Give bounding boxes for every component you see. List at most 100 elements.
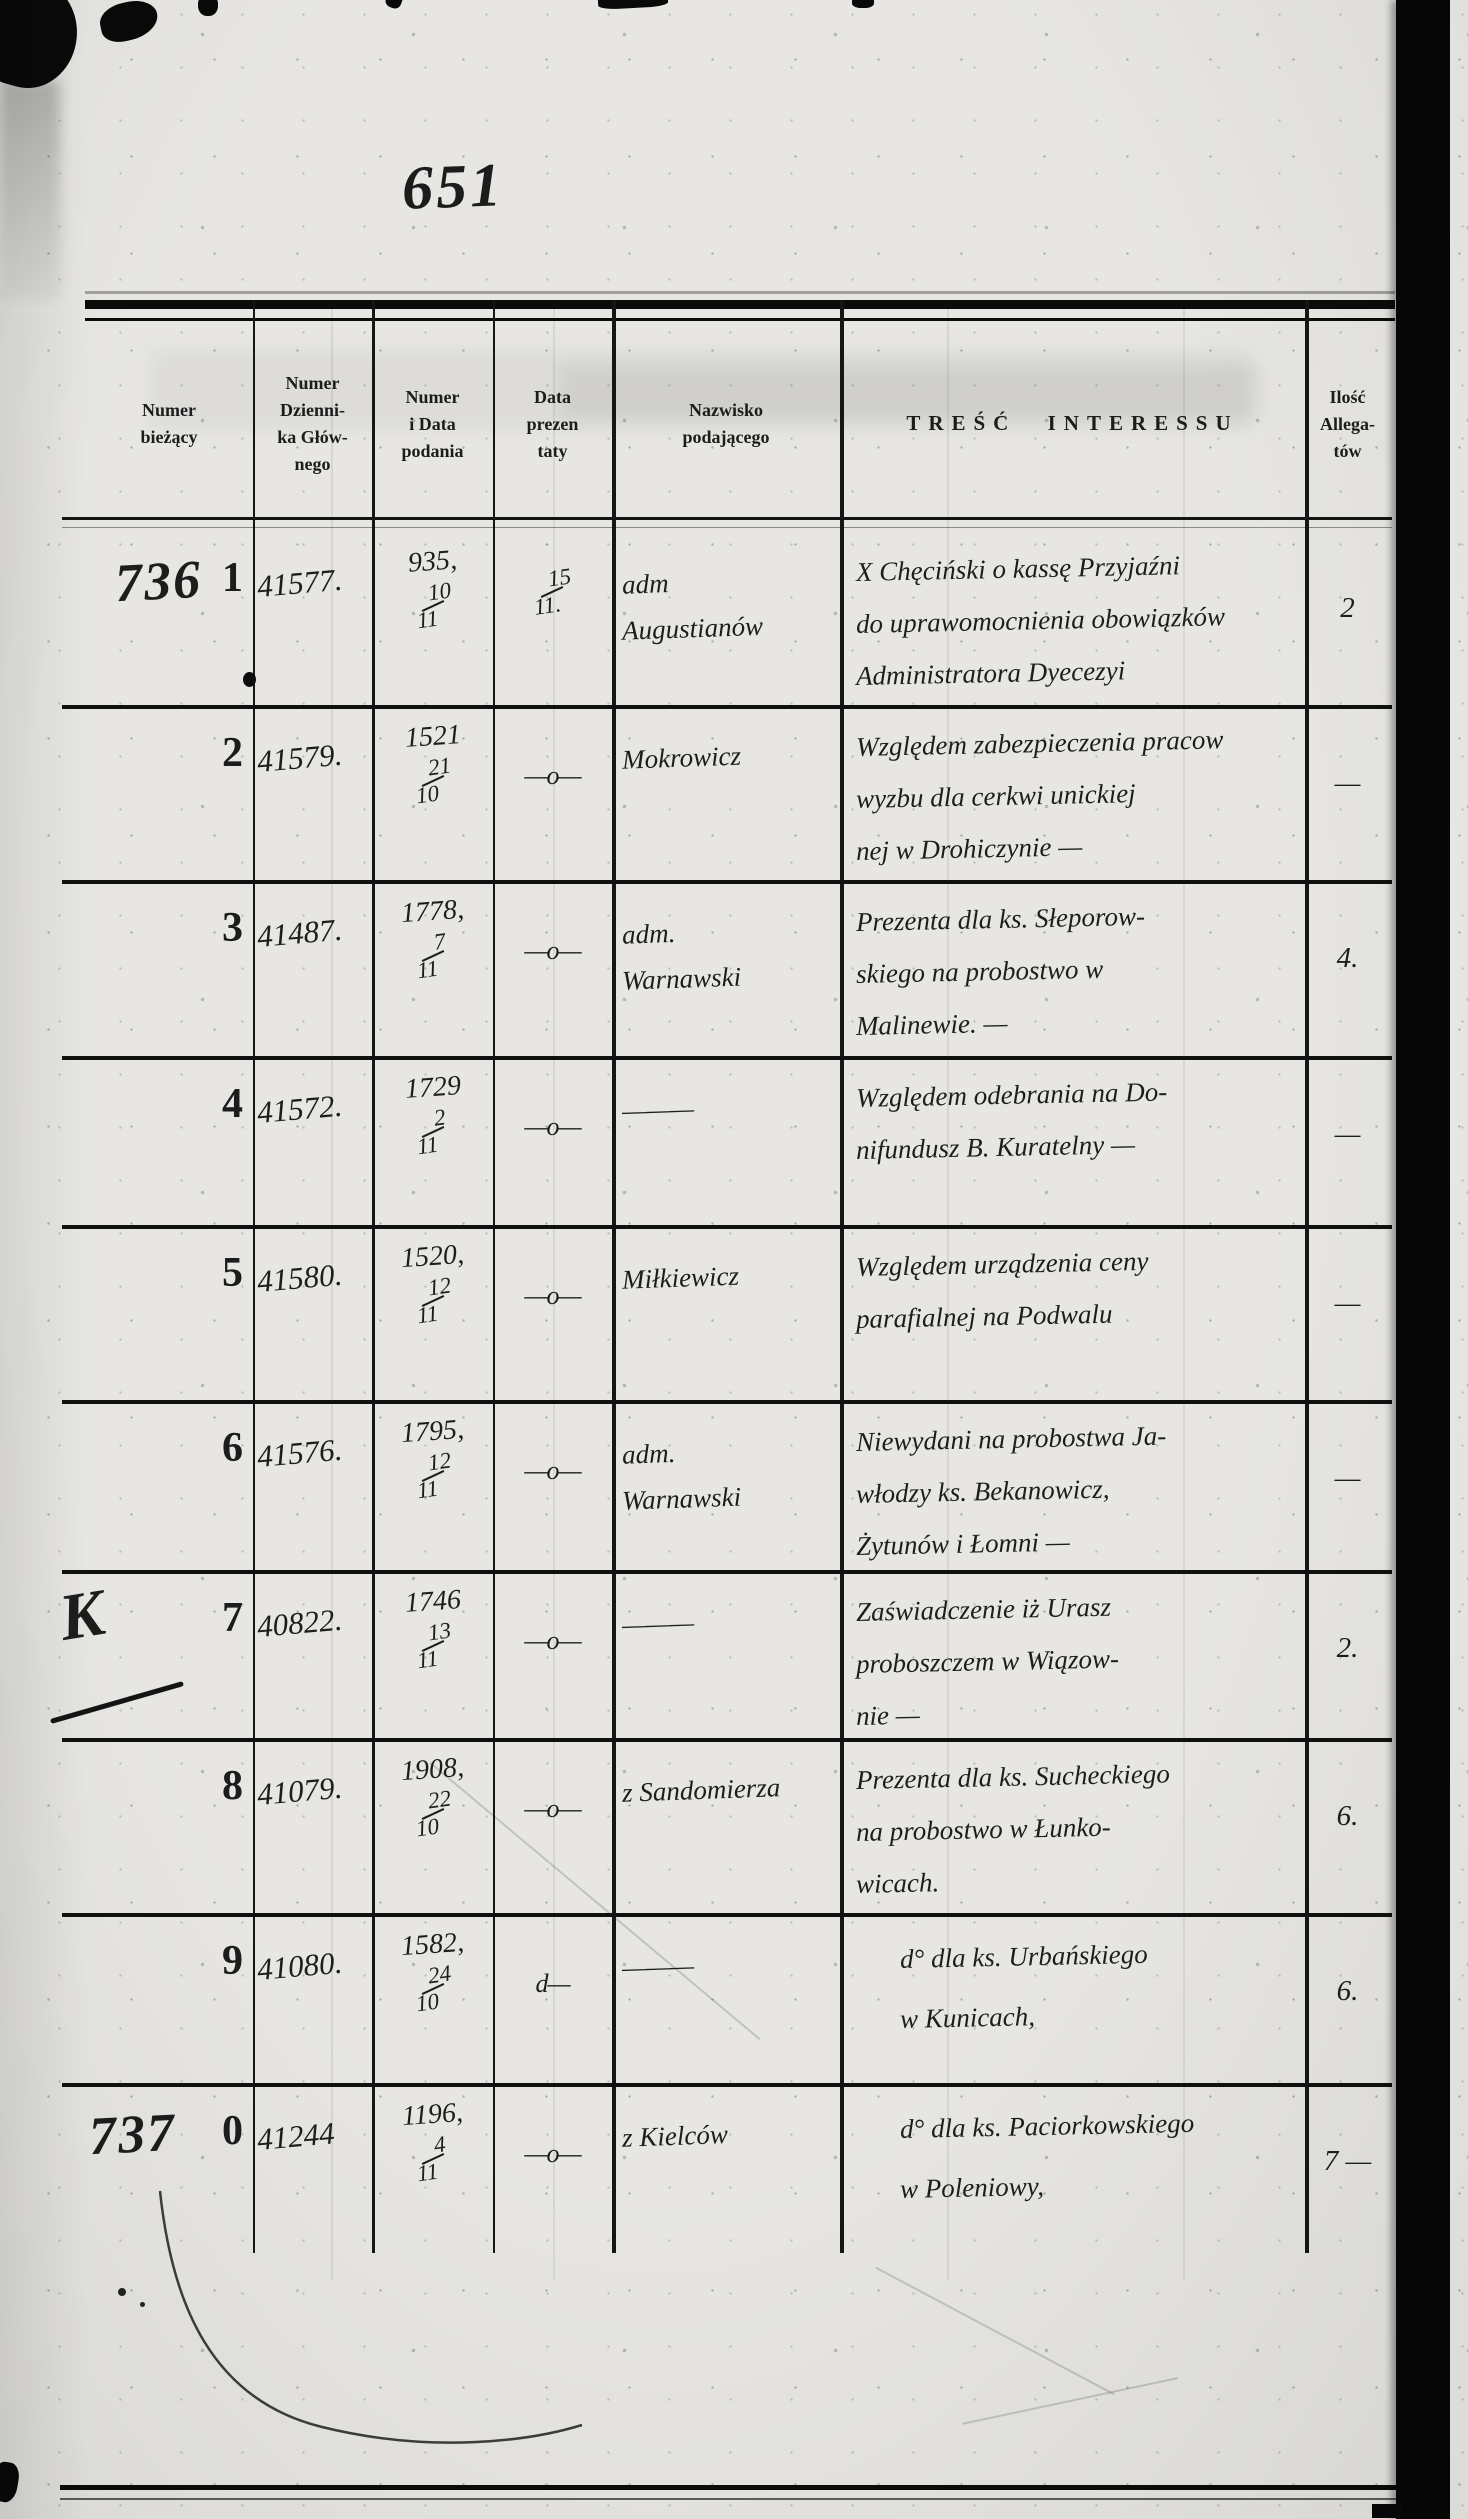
cell-ilosc-allegatow: — [1305,705,1390,880]
content-line: Względem zabezpieczenia pracow [855,724,1224,762]
table-row: 2 41579. 1521 21 10 —o— Mokrowicz Względem zabe… [85,705,1390,880]
row-separator [62,705,1392,709]
cell-nazwisko-podajacego: z Kielców [612,2083,840,2253]
printed-row-number: 6 [222,1425,243,1471]
content-line: w Kunicach, [899,2001,1036,2034]
cell-numer-data-podania: 1520, 12 11 [372,1225,493,1400]
submitter-name-line: adm. [621,917,676,950]
submission-date-fraction: 22 10 [372,1786,493,1842]
table-row: 6 41576. 1795, 12 11 —o— adm. Warnawski Niewydan… [85,1400,1390,1570]
cell-ilosc-allegatow: 7 — [1305,2083,1390,2253]
header-line: prezen [526,413,579,434]
cell-tresc-interessu: Względem urządzenia ceny parafialnej na P… [840,1225,1305,1400]
scan-artifact [0,80,60,300]
attachment-count: — [1334,1118,1361,1150]
cell-nazwisko-podajacego: Mokrowicz [612,705,840,880]
row-separator [62,2083,1392,2087]
header-line: i Data [409,413,456,434]
handwritten-running-number: 736 [113,548,204,614]
cell-data-prezentaty: d— [493,1913,612,2083]
printed-row-number: 1 [222,555,243,601]
cell-ilosc-allegatow: 2. [1305,1570,1390,1742]
content-line: parafialnej na Podwalu [855,1298,1113,1334]
submission-date-fraction: 12 11 [372,1448,493,1504]
column-header-tresc-interessu: TREŚĆ INTERESSU [840,408,1305,440]
cell-data-prezentaty: —o— [493,1225,612,1400]
cell-nazwisko-podajacego: adm. Warnawski [612,1400,840,1572]
content-line: Żytunów i Łomni — [855,1526,1071,1561]
cell-nazwisko-podajacego: ——— [612,1570,840,1742]
scan-artifact [96,0,162,46]
cell-numer-biezacy: 8 [85,1738,253,1913]
fraction-month: 11 [415,1300,440,1329]
content-line: nie — [855,1699,921,1731]
scan-artifact [198,0,218,16]
cell-numer-data-podania: 1795, 12 11 [372,1400,493,1572]
content-line: nifundusz B. Kuratelny — [855,1129,1136,1165]
journal-number: 41577. [255,561,344,604]
cell-data-prezentaty: —o— [493,705,612,880]
cell-numer-dziennika: 40822. [253,1570,372,1742]
submitter-name-line: Augustianów [621,610,764,646]
content-line: wyzbu dla cerkwi unickiej [855,778,1136,814]
table-row: 737 0 41244 1196, 4 11 —o— z Kielców d° dla ks. … [85,2083,1390,2253]
table-top-rule-ghost [85,291,1395,294]
content-line: Niewydani na probostwa Ja- [855,1420,1167,1457]
ink-speck [140,2302,145,2307]
table-row: 4 41572. 1729 2 11 —o— ——— Względem odebrania n… [85,1056,1390,1225]
content-line: Prezenta dla ks. Sucheckiego [855,1758,1171,1795]
submission-number: 1908, [399,1751,465,1788]
fraction-month: 10 [414,1988,441,2017]
header-line: Ilość [1329,386,1366,407]
table-header-row: Numer bieżący Numer Dzienni- ka Głów- ne… [85,330,1390,518]
printed-row-number: 4 [222,1081,243,1127]
cell-data-prezentaty: 15 11. [493,530,612,705]
submission-number: 1521 [403,719,462,754]
submission-date-fraction: 12 11 [372,1273,493,1329]
cell-numer-dziennika: 41487. [253,880,372,1056]
ditto-mark: —o— [524,1112,581,1141]
submission-date-fraction: 10 11 [372,578,493,634]
submitter-name-line: ——— [621,1950,695,1983]
journal-number: 41244 [255,2115,336,2157]
submission-number: 1795, [399,1413,465,1450]
cell-tresc-interessu: X Chęciński o kassę Przyjaźni do uprawomo… [840,530,1305,705]
submission-date-fraction: 4 11 [372,2131,493,2186]
ditto-mark: —o— [524,1626,581,1655]
cell-tresc-interessu: Zaświadczenie iż Urasz proboszczem w Wiąz… [840,1570,1305,1742]
row-separator [62,1570,1392,1574]
cell-data-prezentaty: —o— [493,1400,612,1572]
attachment-count: 6. [1336,1975,1359,2007]
ditto-mark: —o— [524,1794,581,1823]
cell-tresc-interessu: d° dla ks. Paciorkowskiego w Poleniowy, [840,2083,1305,2253]
journal-number: 41572. [255,1087,344,1130]
content-line: Prezenta dla ks. Słeporow- [855,900,1146,937]
attachment-count: 4. [1336,942,1359,974]
submission-number: 935, [406,544,458,579]
attachment-count: 6. [1336,1800,1359,1832]
table-row: 736 1 41577. 935, 10 11 15 11. adm Augustianów X C… [85,530,1390,705]
header-line: Numer [142,400,196,420]
table-top-rule-thin [85,318,1395,321]
cell-numer-biezacy: 2 [85,705,253,880]
submission-date-fraction: 7 11 [372,928,493,983]
row-separator [62,1913,1392,1917]
submitter-name-line: z Kielców [621,2119,729,2153]
cell-numer-data-podania: 1582, 24 10 [372,1913,493,2083]
submission-number: 1520, [399,1238,465,1275]
table-top-rule [85,300,1395,309]
scan-artifact [331,300,333,2280]
column-header-numer-dziennika: Numer Dzienni- ka Głów- nego [253,370,372,478]
header-line: nego [294,454,331,474]
cell-nazwisko-podajacego: ——— [612,1913,840,2083]
content-line: Zaświadczenie iż Urasz [855,1591,1112,1627]
table-vline [253,300,255,2253]
cell-data-prezentaty: —o— [493,1738,612,1913]
table-row: 9 41080. 1582, 24 10 d— ——— d° dla ks. Urbański… [85,1913,1390,2083]
cell-data-prezentaty: —o— [493,880,612,1056]
content-line: Względem urządzenia ceny [855,1245,1149,1282]
submitter-name-line: adm. [621,1437,676,1470]
cell-nazwisko-podajacego: ——— [612,1056,840,1225]
cell-numer-dziennika: 41580. [253,1225,372,1400]
ditto-mark: —o— [524,936,581,965]
